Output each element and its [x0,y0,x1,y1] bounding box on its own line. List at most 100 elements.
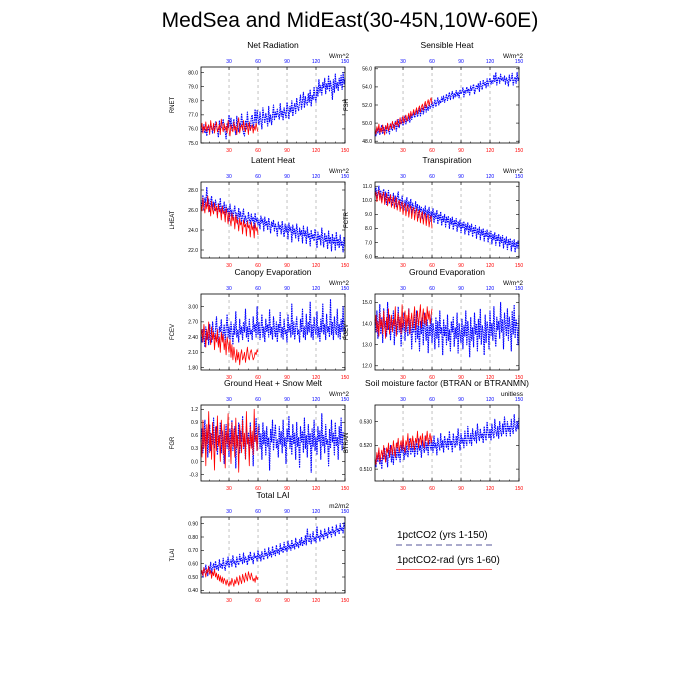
x-tick-label-bottom: 90 [458,148,464,154]
series-line-1pctco2-rad-yrs-1-60 [200,195,259,239]
y-tick-label: 0.9 [191,420,198,426]
x-tick-label-bottom: 120 [486,148,495,154]
x-tick-label-bottom: 90 [284,148,290,154]
plot-frame [200,66,346,144]
x-tick-label-bottom: 30 [400,148,406,154]
chart-title: Ground Evaporation [409,267,485,277]
x-tick-label-top: 150 [341,397,350,403]
y-tick-label: 0.510 [359,467,372,473]
x-tick-label-top: 120 [312,59,321,65]
legend-line-1pctco2 [396,544,492,546]
units-label: W/m^2 [329,53,349,60]
x-tick-label-top: 120 [312,286,321,292]
y-tick-label: 77.0 [188,113,198,119]
chart-title: Total LAI [256,490,289,500]
x-tick-label-bottom: 60 [255,486,261,492]
legend-label-1pctco2-rad: 1pctCO2-rad (yrs 1-60) [397,555,500,566]
series-line-1pctco2-rad-yrs-1-60 [374,97,433,136]
y-tick-label: 0.70 [188,548,198,554]
y-tick-label: 0.6 [191,433,198,439]
series-line-1pctco2-rad-yrs-1-60 [374,304,433,339]
y-tick-label: 54.0 [362,85,372,91]
x-tick-label-top: 120 [312,397,321,403]
y-tick-label: 2.10 [188,350,198,356]
units-label: W/m^2 [503,168,523,175]
x-tick-label-top: 60 [429,397,435,403]
x-tick-label-bottom: 150 [341,486,350,492]
x-tick-label-bottom: 90 [284,263,290,269]
x-tick-label-bottom: 150 [515,148,524,154]
x-tick-label-bottom: 30 [226,598,232,604]
x-tick-label-bottom: 90 [284,486,290,492]
x-tick-label-top: 30 [226,509,232,515]
series-line-1pctco2-yrs-1-150 [200,298,346,348]
x-tick-label-top: 60 [255,397,261,403]
chart-title: Net Radiation [247,40,299,50]
units-label: W/m^2 [503,280,523,287]
x-tick-label-bottom: 90 [458,486,464,492]
x-tick-label-bottom: 60 [255,148,261,154]
x-tick-label-top: 90 [458,286,464,292]
y-tick-label: 11.0 [363,184,373,190]
x-tick-label-top: 90 [458,174,464,180]
x-tick-label-top: 90 [284,59,290,65]
chart-tlai: Total LAI m2/m2 TLAI 30 30 60 60 90 90 120 120 150 1… [170,490,349,604]
x-tick-label-top: 90 [284,509,290,515]
y-tick-label: 56.0 [362,67,372,73]
y-tick-label: 0.90 [188,521,198,527]
x-tick-label-bottom: 90 [458,263,464,269]
plot-frame [374,404,520,482]
series-line-1pctco2-yrs-1-150 [200,186,346,253]
y-tick-label: 22.0 [188,248,198,254]
series-line-1pctco2-rad-yrs-1-60 [200,117,259,137]
plot-frame [374,293,520,371]
chart-fgr: Ground Heat + Snow Melt W/m^2 FGR 30 30 60 60 9… [170,378,349,492]
chart-title: Transpiration [422,155,472,165]
chart-title: Latent Heat [251,155,296,165]
x-tick-label-top: 120 [486,397,495,403]
x-tick-label-top: 90 [284,397,290,403]
units-label: W/m^2 [329,168,349,175]
y-axis-label: FCEV [170,324,176,340]
series-line-1pctco2-rad-yrs-1-60 [200,321,259,366]
x-tick-label-bottom: 120 [312,375,321,381]
chart-fctr: Transpiration W/m^2 FCTR 30 30 60 60 90 90 120 120… [344,155,523,269]
x-tick-label-top: 30 [226,397,232,403]
plot-frame [374,181,520,259]
x-tick-label-bottom: 60 [255,598,261,604]
x-tick-label-top: 60 [429,174,435,180]
y-tick-label: 8.0 [365,226,372,232]
y-tick-label: 79.0 [188,85,198,91]
x-tick-label-bottom: 120 [486,486,495,492]
y-axis-label: FGEV [344,324,350,340]
x-tick-label-top: 120 [486,286,495,292]
series-line-1pctco2-rad-yrs-1-60 [374,189,433,229]
page-title: MedSea and MidEast(30-45N,10W-60E) [161,9,539,32]
units-label: W/m^2 [503,53,523,60]
y-tick-label: 80.0 [188,70,198,76]
y-axis-label: TLAI [170,548,176,561]
series-line-1pctco2-yrs-1-150 [200,72,346,140]
y-tick-label: 1.2 [191,407,198,413]
x-tick-label-bottom: 120 [312,598,321,604]
chart-fsh: Sensible Heat W/m^2 FSH 30 30 60 60 90 90 120 120 1… [344,40,523,154]
x-tick-label-bottom: 30 [226,263,232,269]
x-tick-label-bottom: 150 [515,375,524,381]
x-tick-label-bottom: 150 [341,263,350,269]
x-tick-label-top: 90 [458,59,464,65]
x-tick-label-top: 90 [284,174,290,180]
series-line-1pctco2-rad-yrs-1-60 [374,430,433,465]
x-tick-label-bottom: 90 [284,598,290,604]
x-tick-label-bottom: 150 [341,148,350,154]
x-tick-label-bottom: 90 [458,375,464,381]
plot-frame [200,404,346,482]
y-axis-label: FSH [344,99,350,111]
x-tick-label-top: 120 [486,59,495,65]
x-tick-label-top: 30 [400,59,406,65]
x-tick-label-top: 90 [458,397,464,403]
y-tick-label: 12.0 [362,364,372,370]
y-tick-label: 0.80 [188,535,198,541]
y-tick-label: 50.0 [362,121,372,127]
y-tick-label: 9.0 [365,212,372,218]
